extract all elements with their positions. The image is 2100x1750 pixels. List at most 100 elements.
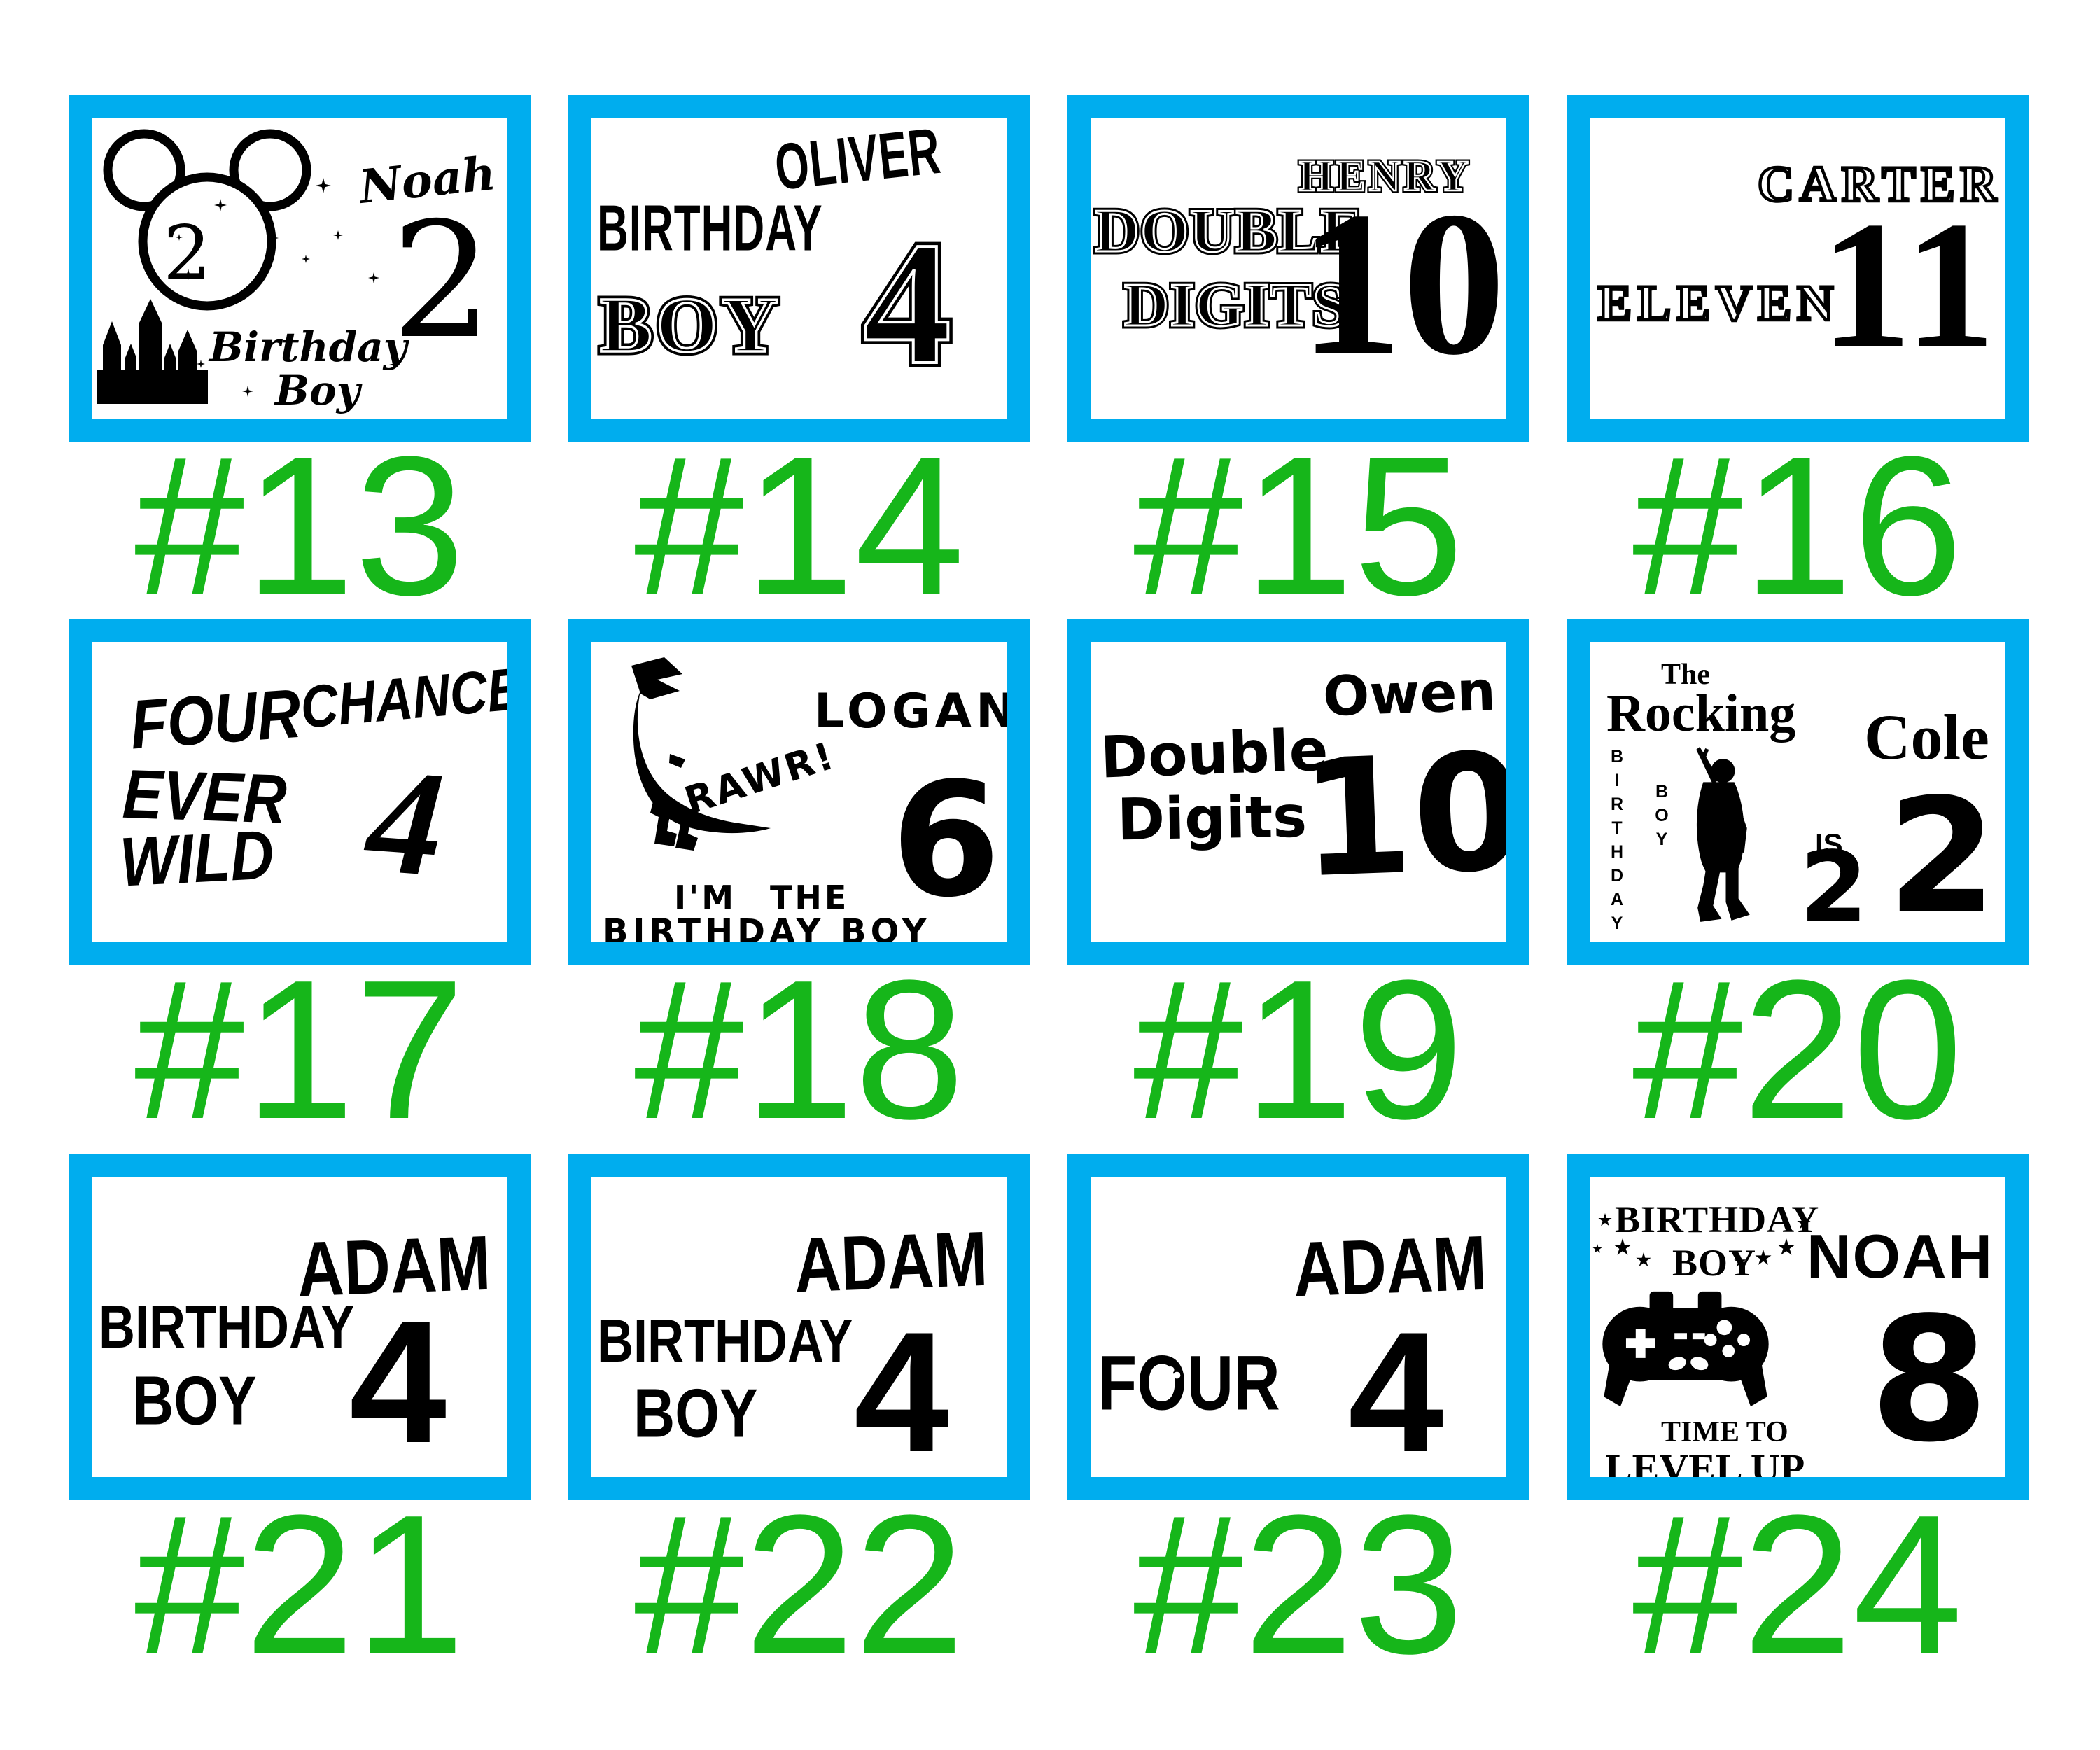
design-preview-18[interactable]: RAWR! LOGAN 6 I'M THE BIRTHDAY BOY bbox=[568, 619, 1030, 965]
word-wild: WILD bbox=[118, 816, 276, 902]
game-controller-icon bbox=[1602, 1291, 1769, 1407]
sparkle-icon bbox=[176, 234, 183, 241]
design-number-13: #13 bbox=[134, 415, 465, 636]
design-art-22: BIRTHDAY BOY ADAM 4 bbox=[592, 1177, 1007, 1477]
small-age-number: 2 bbox=[1800, 831, 1868, 942]
word-eleven: ELEVEN bbox=[1597, 275, 1840, 331]
child-name: CHANCE bbox=[298, 654, 507, 741]
design-card-18: RAWR! LOGAN 6 I'M THE BIRTHDAY BOY #18 bbox=[568, 619, 1030, 1149]
child-name: NOAH bbox=[1807, 1222, 1994, 1291]
design-art-21: BIRTHDAY BOY ADAM 4 bbox=[92, 1177, 507, 1477]
design-art-23: FOUR ADAM 4 bbox=[1091, 1177, 1506, 1477]
child-name: CARTER bbox=[1756, 156, 2003, 212]
design-card-24: BIRTHDAY BOY bbox=[1567, 1154, 2029, 1684]
child-name: OLIVER bbox=[771, 118, 944, 204]
age-number: 6 bbox=[891, 749, 1001, 932]
phrase-the: THE bbox=[770, 878, 850, 916]
design-preview-16[interactable]: CARTER ELEVEN 11 bbox=[1567, 95, 2029, 442]
design-art-13: 2 Birthday Boy bbox=[92, 118, 507, 419]
design-card-19: Double Digits Owen 10 #19 bbox=[1068, 619, 1530, 1149]
word-double: Double bbox=[1099, 717, 1329, 792]
age-number: 2 bbox=[1887, 765, 1997, 942]
design-card-17: FOUR EVER WILD CHANCE 4 #17 bbox=[69, 619, 531, 1149]
design-card-14: BIRTHDAY OLIVER BOY BOY 4 4 #14 bbox=[568, 95, 1030, 625]
word-birthday: BIRTHDAY bbox=[597, 1308, 853, 1376]
star-icon bbox=[1614, 1238, 1632, 1255]
star-icon bbox=[1636, 1252, 1651, 1267]
child-name: HENRY HENRY bbox=[1297, 153, 1472, 201]
word-birthday: BIRTHDAY bbox=[99, 1294, 355, 1362]
word-boy: BOY bbox=[132, 1363, 257, 1440]
child-name: Cole bbox=[1864, 701, 1989, 773]
word-is: IS bbox=[1815, 827, 1843, 860]
star-icon bbox=[1592, 1244, 1602, 1253]
word-boy: BOY BOY bbox=[596, 282, 783, 369]
word-rocking: Rocking bbox=[1606, 684, 1796, 743]
design-art-14: BIRTHDAY OLIVER BOY BOY 4 4 bbox=[592, 118, 1007, 419]
design-card-13: 2 Birthday Boy bbox=[69, 95, 531, 625]
t-rex-icon bbox=[631, 657, 771, 850]
design-number-18: #18 bbox=[634, 939, 965, 1160]
design-number-16: #16 bbox=[1632, 415, 1963, 636]
design-preview-21[interactable]: BIRTHDAY BOY ADAM 4 bbox=[69, 1154, 531, 1500]
design-art-18: RAWR! LOGAN 6 I'M THE BIRTHDAY BOY bbox=[592, 642, 1007, 942]
star-icon bbox=[1755, 1250, 1772, 1265]
design-number-14: #14 bbox=[634, 415, 965, 636]
age-number: 2 bbox=[391, 188, 493, 374]
design-preview-20[interactable]: The Rocking BIRTHDAY BOY IS 2 Cole bbox=[1567, 619, 2029, 965]
word-the: The bbox=[1661, 659, 1711, 691]
design-number-20: #20 bbox=[1632, 939, 1963, 1160]
design-art-17: FOUR EVER WILD CHANCE 4 bbox=[92, 642, 507, 942]
age-number: 4 bbox=[362, 736, 449, 909]
design-number-21: #21 bbox=[134, 1474, 465, 1695]
design-preview-14[interactable]: BIRTHDAY OLIVER BOY BOY 4 4 bbox=[568, 95, 1030, 442]
design-preview-17[interactable]: FOUR EVER WILD CHANCE 4 bbox=[69, 619, 531, 965]
design-number-19: #19 bbox=[1133, 939, 1464, 1160]
word-four: FOUR bbox=[1098, 1340, 1280, 1427]
design-preview-22[interactable]: BIRTHDAY BOY ADAM 4 bbox=[568, 1154, 1030, 1500]
design-art-20: The Rocking BIRTHDAY BOY IS 2 Cole bbox=[1590, 642, 2005, 942]
age-number: 8 bbox=[1870, 1280, 1989, 1477]
design-card-22: BIRTHDAY BOY ADAM 4 #22 bbox=[568, 1154, 1030, 1684]
phrase-level-up: LEVEL UP bbox=[1605, 1446, 1805, 1478]
age-number: 10 bbox=[1297, 719, 1506, 914]
mickey-ears-icon bbox=[103, 129, 312, 311]
word-double: DOUBLE DOUBLE bbox=[1092, 197, 1366, 265]
design-art-16: CARTER ELEVEN 11 bbox=[1590, 118, 2005, 419]
child-name: Owen bbox=[1322, 659, 1497, 729]
phrase-time-to: TIME TO bbox=[1661, 1416, 1788, 1448]
design-art-24: BIRTHDAY BOY bbox=[1590, 1177, 2005, 1477]
design-number-24: #24 bbox=[1632, 1474, 1963, 1695]
design-preview-23[interactable]: FOUR ADAM 4 bbox=[1068, 1154, 1530, 1500]
age-number: 4 bbox=[1348, 1296, 1444, 1478]
word-digits: DIGITS DIGITS bbox=[1121, 272, 1350, 340]
design-art-19: Double Digits Owen 10 bbox=[1091, 642, 1506, 942]
design-number-23: #23 bbox=[1133, 1474, 1464, 1695]
child-name: LOGAN bbox=[814, 684, 1007, 739]
word-boy: BOY bbox=[634, 1376, 758, 1452]
design-preview-15[interactable]: DOUBLE DOUBLE DIGITS DIGITS HENRY HENRY … bbox=[1068, 95, 1530, 442]
age-number: 4 4 bbox=[859, 205, 956, 401]
vertical-word-boy: BOY bbox=[1652, 782, 1672, 853]
star-icon bbox=[1598, 1213, 1612, 1226]
design-card-16: CARTER ELEVEN 11 #16 bbox=[1567, 95, 2029, 625]
age-number: 11 bbox=[1821, 184, 1998, 386]
word-birthday: BIRTHDAY bbox=[1615, 1198, 1820, 1240]
design-card-23: FOUR ADAM 4 #23 bbox=[1068, 1154, 1530, 1684]
design-preview-24[interactable]: BIRTHDAY BOY bbox=[1567, 1154, 2029, 1500]
vertical-word-birthday: BIRTHDAY bbox=[1607, 747, 1627, 937]
word-birthday: BIRTHDAY bbox=[597, 192, 823, 265]
child-name: ADAM bbox=[792, 1216, 989, 1309]
age-number: 10 bbox=[1299, 169, 1506, 398]
sparkle-icon bbox=[242, 386, 253, 397]
design-number-22: #22 bbox=[634, 1474, 965, 1695]
word-digits: Digits bbox=[1116, 783, 1308, 854]
design-number-15: #15 bbox=[1133, 415, 1464, 636]
star-icon bbox=[1777, 1238, 1795, 1255]
design-preview-19[interactable]: Double Digits Owen 10 bbox=[1068, 619, 1530, 965]
paw-icon bbox=[1152, 1365, 1181, 1390]
design-number-17: #17 bbox=[134, 939, 465, 1160]
design-card-15: DOUBLE DOUBLE DIGITS DIGITS HENRY HENRY … bbox=[1068, 95, 1530, 625]
design-preview-13[interactable]: 2 Birthday Boy bbox=[69, 95, 531, 442]
